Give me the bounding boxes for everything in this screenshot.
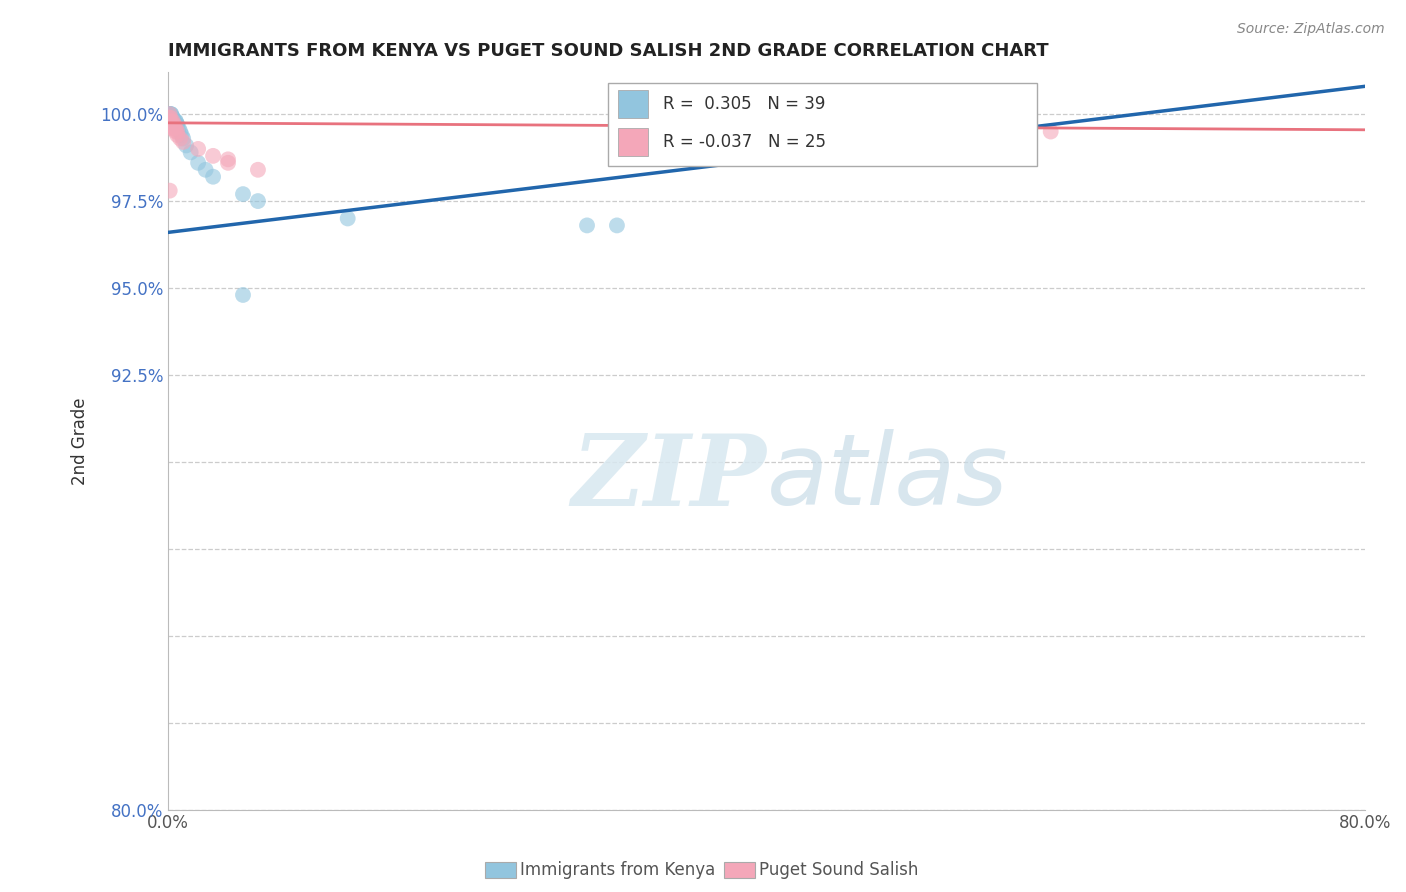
- Point: [606, 219, 628, 233]
- Point: [162, 114, 184, 128]
- Point: [165, 124, 187, 138]
- Point: [160, 121, 183, 136]
- Point: [246, 194, 269, 208]
- Point: [160, 107, 183, 121]
- Point: [163, 114, 186, 128]
- Text: Source: ZipAtlas.com: Source: ZipAtlas.com: [1237, 22, 1385, 37]
- Text: atlas: atlas: [766, 429, 1008, 526]
- Point: [160, 118, 183, 132]
- Point: [159, 107, 181, 121]
- Point: [159, 111, 181, 125]
- Point: [246, 162, 269, 177]
- Point: [160, 111, 183, 125]
- Point: [165, 114, 187, 128]
- Point: [159, 118, 181, 132]
- Point: [163, 114, 186, 128]
- Point: [202, 169, 225, 184]
- Point: [166, 128, 188, 142]
- Text: R =  0.305   N = 39: R = 0.305 N = 39: [664, 95, 825, 112]
- Point: [1039, 124, 1062, 138]
- Point: [159, 107, 181, 121]
- Point: [187, 156, 209, 170]
- Point: [166, 124, 188, 138]
- Point: [165, 114, 187, 128]
- Point: [162, 111, 184, 125]
- Point: [162, 118, 184, 132]
- Point: [217, 153, 239, 167]
- Point: [166, 118, 188, 132]
- Point: [174, 138, 197, 153]
- Text: IMMIGRANTS FROM KENYA VS PUGET SOUND SALISH 2ND GRADE CORRELATION CHART: IMMIGRANTS FROM KENYA VS PUGET SOUND SAL…: [169, 42, 1049, 60]
- Point: [160, 107, 183, 121]
- Point: [160, 114, 183, 128]
- Point: [166, 118, 188, 132]
- Text: Immigrants from Kenya: Immigrants from Kenya: [520, 861, 716, 879]
- Point: [169, 124, 191, 138]
- Point: [165, 118, 187, 132]
- Y-axis label: 2nd Grade: 2nd Grade: [72, 397, 89, 484]
- Point: [159, 107, 181, 121]
- Point: [170, 128, 193, 142]
- Point: [162, 111, 184, 125]
- FancyBboxPatch shape: [607, 83, 1038, 166]
- Point: [159, 111, 181, 125]
- Point: [187, 142, 209, 156]
- Point: [160, 114, 183, 128]
- Point: [159, 111, 181, 125]
- Point: [172, 135, 194, 149]
- Point: [194, 162, 217, 177]
- Text: Puget Sound Salish: Puget Sound Salish: [759, 861, 918, 879]
- Point: [162, 114, 184, 128]
- Point: [159, 107, 181, 121]
- FancyBboxPatch shape: [619, 128, 648, 156]
- Point: [159, 114, 181, 128]
- Point: [172, 131, 194, 145]
- Point: [160, 111, 183, 125]
- FancyBboxPatch shape: [619, 90, 648, 118]
- Point: [336, 211, 359, 226]
- Point: [217, 156, 239, 170]
- Point: [167, 121, 190, 136]
- Point: [576, 219, 599, 233]
- Point: [159, 114, 181, 128]
- Point: [159, 111, 181, 125]
- Point: [163, 121, 186, 136]
- Text: R = -0.037   N = 25: R = -0.037 N = 25: [664, 133, 827, 151]
- Point: [159, 111, 181, 125]
- Point: [232, 288, 254, 302]
- Point: [160, 114, 183, 128]
- Text: ZIP: ZIP: [571, 430, 766, 526]
- Point: [159, 114, 181, 128]
- Point: [163, 118, 186, 132]
- Point: [169, 131, 191, 145]
- Point: [165, 121, 187, 136]
- Point: [202, 149, 225, 163]
- Point: [180, 145, 202, 160]
- Point: [232, 187, 254, 202]
- Point: [159, 184, 181, 198]
